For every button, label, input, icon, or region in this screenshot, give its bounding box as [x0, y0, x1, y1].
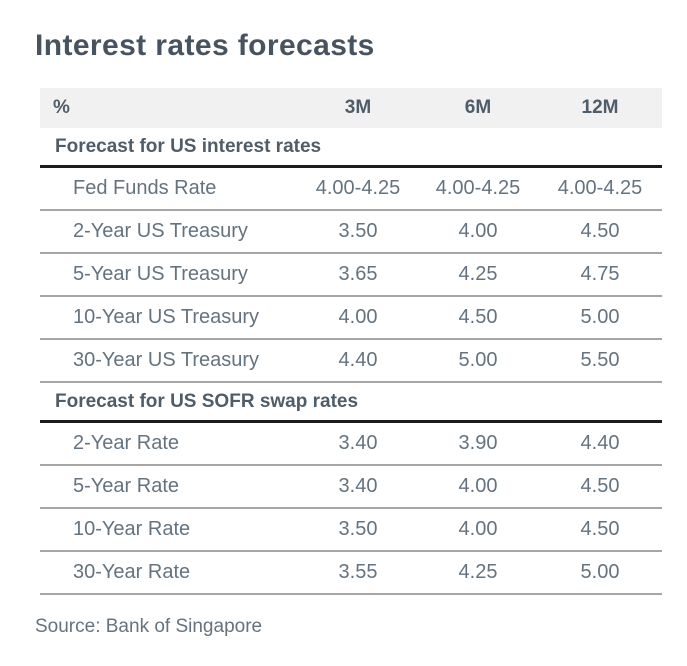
table-body: Forecast for US interest rates Fed Funds … [40, 128, 662, 595]
row-label: 2-Year Rate [73, 432, 179, 454]
rates-table: % 3M 6M 12M Forecast for US interest rates… [40, 88, 662, 595]
row-value: 4.50 [580, 518, 620, 540]
row-label: 30-Year US Treasury [73, 349, 260, 371]
row-value: 4.00 [458, 518, 498, 540]
row-value: 3.40 [338, 475, 378, 497]
row-value: 4.00-4.25 [557, 177, 643, 199]
table-row: Fed Funds Rate 4.00-4.25 4.00-4.25 4.00-4.2… [40, 168, 662, 211]
row-value: 4.50 [580, 475, 620, 497]
unit-header: % [53, 97, 70, 118]
table-header-row: % 3M 6M 12M [40, 88, 662, 128]
table-row: 10-Year US Treasury 4.00 4.50 5.00 [40, 297, 662, 340]
source-note: Source: Bank of Singapore [35, 616, 263, 637]
row-value: 5.00 [580, 306, 620, 328]
row-value: 5.50 [580, 349, 620, 371]
row-value: 4.00 [338, 306, 378, 328]
section-header: Forecast for US SOFR swap rates [40, 383, 662, 423]
row-value: 4.00-4.25 [315, 177, 401, 199]
page-title: Interest rates forecasts [35, 29, 375, 62]
row-value: 4.50 [580, 220, 620, 242]
table-row: 2-Year US Treasury 3.50 4.00 4.50 [40, 211, 662, 254]
table-row: 5-Year Rate 3.40 4.00 4.50 [40, 466, 662, 509]
row-value: 5.00 [458, 349, 498, 371]
row-label: 10-Year US Treasury [73, 306, 260, 328]
row-value: 3.55 [338, 561, 378, 583]
column-header: 3M [344, 97, 372, 118]
row-value: 4.00 [458, 475, 498, 497]
row-value: 4.40 [338, 349, 378, 371]
row-label: 5-Year US Treasury [73, 263, 248, 285]
row-label: Fed Funds Rate [73, 177, 217, 199]
table-row: 30-Year Rate 3.55 4.25 5.00 [40, 552, 662, 595]
column-header: 12M [581, 97, 619, 118]
row-value: 3.65 [338, 263, 378, 285]
table-row: 10-Year Rate 3.50 4.00 4.50 [40, 509, 662, 552]
column-header: 6M [464, 97, 492, 118]
row-value: 3.90 [458, 432, 498, 454]
row-value: 4.00 [458, 220, 498, 242]
row-value: 4.00-4.25 [435, 177, 521, 199]
row-value: 4.50 [458, 306, 498, 328]
row-value: 4.25 [458, 561, 498, 583]
row-label: 2-Year US Treasury [73, 220, 248, 242]
row-label: 10-Year Rate [73, 518, 191, 540]
row-value: 3.40 [338, 432, 378, 454]
row-value: 4.75 [580, 263, 620, 285]
table-row: 2-Year Rate 3.40 3.90 4.40 [40, 423, 662, 466]
row-value: 3.50 [338, 518, 378, 540]
row-label: 30-Year Rate [73, 561, 191, 583]
row-value: 4.25 [458, 263, 498, 285]
section-header: Forecast for US interest rates [40, 128, 662, 168]
row-value: 3.50 [338, 220, 378, 242]
row-value: 4.40 [580, 432, 620, 454]
row-label: 5-Year Rate [73, 475, 179, 497]
row-value: 5.00 [580, 561, 620, 583]
table-row: 30-Year US Treasury 4.40 5.00 5.50 [40, 340, 662, 383]
report-page: Interest rates forecasts % 3M 6M 12M Forec… [35, 29, 662, 637]
table-row: 5-Year US Treasury 3.65 4.25 4.75 [40, 254, 662, 297]
